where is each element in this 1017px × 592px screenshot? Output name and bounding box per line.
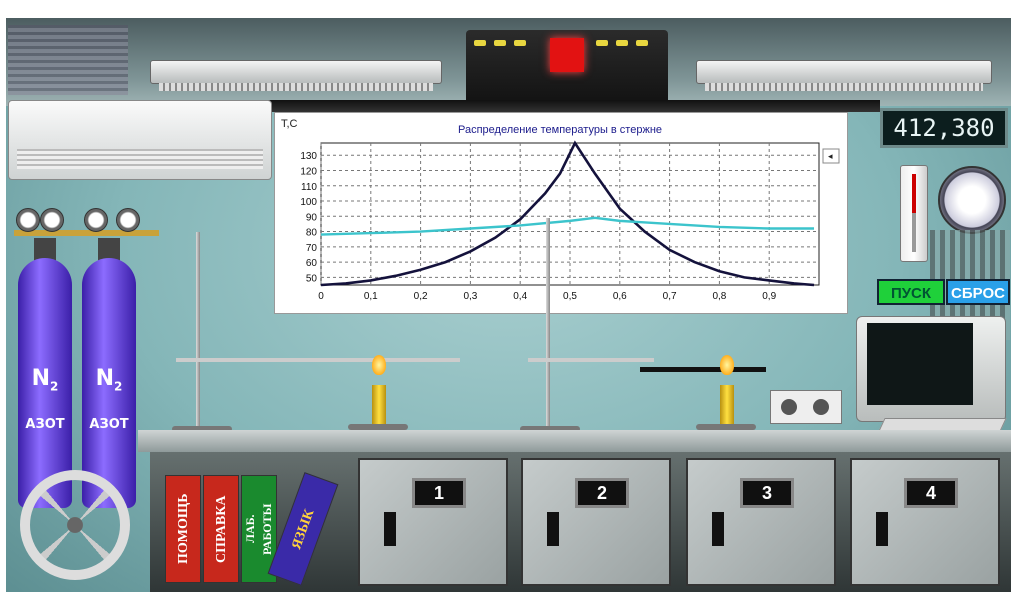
- stand-rod-right: [546, 218, 550, 430]
- alarm-light-icon: [550, 38, 584, 72]
- x-tick-label: 0,1: [364, 291, 378, 302]
- x-tick-label: 0,6: [613, 291, 627, 302]
- stand-arm-right: [528, 358, 654, 362]
- cylinder-valve-icon: [34, 238, 56, 264]
- burner-right: [720, 385, 734, 425]
- x-tick-label: 0,2: [414, 291, 428, 302]
- reset-button[interactable]: СБРОС: [946, 279, 1010, 305]
- x-tick-label: 0,3: [463, 291, 477, 302]
- air-conditioner: [8, 100, 272, 180]
- drawer-number: 1: [412, 478, 466, 508]
- chart-grid: [320, 142, 820, 286]
- drawer-handle: [547, 512, 559, 546]
- ceiling-lamp-right: [696, 60, 992, 91]
- temperature-chart: Распределение температуры в стержне T,C …: [274, 112, 848, 314]
- temperature-chart-svg: Распределение температуры в стержне T,C …: [281, 118, 840, 302]
- y-tick-label: 100: [300, 197, 317, 208]
- ceiling-lamp-left: [150, 60, 442, 91]
- cylinder-label: АЗОТ: [25, 417, 65, 433]
- y-tick-label: 120: [300, 166, 317, 177]
- gas-gauge-icon: [84, 208, 108, 232]
- gas-gauge-icon: [40, 208, 64, 232]
- x-tick-label: 0,7: [663, 291, 677, 302]
- drawer-handle: [712, 512, 724, 546]
- lab-works-line1: ЛАБ.: [243, 514, 257, 544]
- start-button[interactable]: ПУСК: [877, 279, 945, 305]
- computer-monitor[interactable]: [856, 316, 1006, 422]
- drawer-handle: [876, 512, 888, 546]
- valve-wheel-icon[interactable]: [20, 470, 130, 580]
- drawer-3[interactable]: 3: [686, 458, 836, 586]
- ceiling-beam: [268, 100, 880, 112]
- sample-rod-left: [176, 358, 460, 362]
- gas-gauge-icon: [116, 208, 140, 232]
- cylinder-label: АЗОТ: [89, 417, 129, 433]
- flame-icon: [372, 355, 386, 375]
- drawer-4[interactable]: 4: [850, 458, 1000, 586]
- chart-series: [320, 140, 815, 287]
- drawer-1[interactable]: 1: [358, 458, 508, 586]
- flame-icon: [720, 355, 734, 375]
- ceiling-vent: [8, 25, 128, 95]
- chart-arrow-icon: ◂: [828, 151, 833, 161]
- y-tick-label: 110: [301, 182, 317, 193]
- y-tick-label: 90: [306, 212, 318, 223]
- x-tick-label: 0,5: [563, 291, 577, 302]
- stand-base-left: [172, 426, 232, 432]
- temperature-series-line: [320, 140, 815, 287]
- drawer-2[interactable]: 2: [521, 458, 671, 586]
- gas-pipe: [14, 230, 159, 236]
- y-tick-label: 70: [306, 243, 318, 254]
- average-series-line: [320, 216, 815, 236]
- thermometer-icon: [900, 165, 928, 262]
- reference-book-button[interactable]: СПРАВКА: [203, 475, 239, 583]
- drawer-number: 3: [740, 478, 794, 508]
- burner-base-left: [348, 424, 408, 430]
- power-outlet-icon: [770, 390, 842, 424]
- cylinder-valve-icon: [98, 238, 120, 264]
- y-tick-label: 80: [306, 228, 318, 239]
- drawer-handle: [384, 512, 396, 546]
- x-tick-label: 0: [318, 291, 324, 302]
- pressure-gauge-icon: [938, 166, 1006, 234]
- y-tick-label: 60: [306, 258, 318, 269]
- x-tick-label: 0,4: [513, 291, 527, 302]
- drawer-number: 2: [575, 478, 629, 508]
- y-tick-label: 130: [300, 151, 317, 162]
- x-tick-label: 0,9: [762, 291, 776, 302]
- stand-rod-left: [196, 232, 200, 430]
- cylinder-formula: N2: [31, 366, 59, 394]
- x-tick-label: 0,8: [712, 291, 726, 302]
- nitrogen-cylinder-2: N2 АЗОТ: [82, 258, 136, 508]
- chart-y-axis-label: T,C: [281, 118, 298, 130]
- chart-scroll-icon[interactable]: [822, 148, 840, 164]
- lab-works-line2: РАБОТЫ: [260, 503, 274, 555]
- burner-base-right: [696, 424, 756, 430]
- y-tick-label: 50: [306, 273, 318, 284]
- nitrogen-cylinder-1: N2 АЗОТ: [18, 258, 72, 508]
- help-book-button[interactable]: ПОМОЩЬ: [165, 475, 201, 583]
- chart-title: Распределение температуры в стержне: [458, 124, 662, 136]
- monitor-screen: [867, 323, 973, 405]
- bench-top: [138, 430, 1011, 452]
- cylinder-formula: N2: [95, 366, 123, 394]
- drawer-number: 4: [904, 478, 958, 508]
- stand-base-right: [520, 426, 580, 432]
- time-counter: 412,380: [880, 108, 1008, 148]
- sample-rod-right: [640, 367, 766, 372]
- chart-ticks: 0 0,1 0,2 0,3 0,4 0,5 0,6 0,7 0,8 0,9 50 60 70 80 90 10…: [300, 151, 776, 302]
- gas-gauge-icon: [16, 208, 40, 232]
- burner-left: [372, 385, 386, 425]
- control-console: [466, 30, 668, 108]
